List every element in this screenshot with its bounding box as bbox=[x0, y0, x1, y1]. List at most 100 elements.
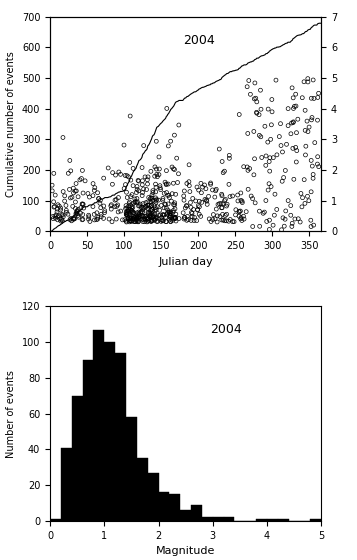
Point bbox=[196, 185, 201, 194]
Point bbox=[241, 162, 247, 171]
Point bbox=[127, 214, 133, 223]
Point bbox=[186, 181, 192, 190]
Point bbox=[302, 106, 308, 115]
Point bbox=[140, 206, 145, 214]
Point bbox=[141, 204, 147, 213]
Bar bbox=[126, 417, 137, 521]
Point bbox=[143, 212, 149, 221]
Point bbox=[140, 212, 146, 221]
Point bbox=[130, 208, 135, 217]
Point bbox=[153, 198, 159, 207]
Point bbox=[300, 93, 305, 102]
Point bbox=[53, 214, 59, 223]
Point bbox=[156, 170, 162, 179]
Point bbox=[123, 204, 129, 213]
Point bbox=[77, 209, 83, 218]
Point bbox=[164, 188, 170, 197]
Point bbox=[132, 198, 138, 207]
Point bbox=[136, 208, 141, 217]
Point bbox=[216, 144, 222, 153]
Point bbox=[128, 214, 134, 223]
Point bbox=[98, 212, 104, 221]
Point bbox=[231, 217, 237, 226]
Point bbox=[134, 194, 140, 203]
Point bbox=[135, 211, 140, 220]
Point bbox=[154, 217, 160, 226]
Point bbox=[172, 214, 178, 223]
Point bbox=[230, 217, 236, 226]
Point bbox=[172, 200, 177, 209]
Point bbox=[142, 172, 148, 181]
Point bbox=[187, 198, 193, 207]
Point bbox=[141, 141, 146, 150]
Point bbox=[132, 213, 138, 222]
Point bbox=[297, 217, 303, 226]
Point bbox=[156, 211, 162, 220]
Point bbox=[165, 199, 171, 208]
Point bbox=[176, 120, 182, 129]
Point bbox=[92, 216, 97, 225]
Point bbox=[62, 197, 67, 206]
Point bbox=[171, 200, 176, 209]
Point bbox=[258, 105, 264, 114]
Point bbox=[136, 214, 141, 223]
Point bbox=[108, 202, 114, 211]
Point bbox=[164, 204, 169, 213]
Point bbox=[109, 204, 114, 213]
Point bbox=[130, 181, 136, 190]
Point bbox=[304, 116, 310, 125]
Point bbox=[212, 214, 218, 223]
Bar bbox=[159, 492, 169, 521]
Point bbox=[140, 188, 145, 197]
Point bbox=[86, 211, 91, 220]
Point bbox=[199, 198, 205, 207]
Point bbox=[150, 196, 155, 205]
Point bbox=[149, 210, 155, 219]
Point bbox=[67, 193, 73, 202]
Point bbox=[136, 186, 142, 195]
Point bbox=[127, 216, 133, 225]
Point bbox=[168, 217, 174, 226]
Point bbox=[256, 131, 262, 140]
Point bbox=[101, 202, 107, 211]
Point bbox=[134, 198, 140, 207]
Point bbox=[49, 186, 55, 195]
Point bbox=[156, 195, 161, 204]
Point bbox=[163, 217, 169, 226]
Point bbox=[127, 216, 133, 225]
Point bbox=[245, 185, 251, 194]
Point bbox=[147, 194, 153, 203]
Point bbox=[136, 212, 142, 221]
Point bbox=[136, 202, 141, 211]
Point bbox=[55, 200, 61, 209]
Point bbox=[252, 198, 258, 207]
Point bbox=[155, 217, 161, 226]
Point bbox=[131, 214, 137, 223]
Point bbox=[173, 217, 179, 226]
Point bbox=[266, 179, 272, 188]
Point bbox=[124, 188, 129, 197]
Point bbox=[126, 217, 132, 226]
Point bbox=[195, 205, 200, 214]
Point bbox=[172, 213, 178, 222]
Point bbox=[176, 169, 181, 178]
Point bbox=[216, 199, 222, 208]
Point bbox=[204, 200, 210, 209]
Point bbox=[230, 192, 236, 200]
Point bbox=[145, 198, 151, 207]
Point bbox=[149, 205, 155, 214]
Point bbox=[72, 204, 78, 213]
Point bbox=[124, 210, 129, 219]
Point bbox=[274, 151, 280, 160]
Point bbox=[102, 208, 107, 217]
Point bbox=[239, 197, 245, 206]
Point bbox=[63, 201, 69, 210]
Point bbox=[173, 190, 178, 199]
Point bbox=[132, 197, 138, 206]
Point bbox=[162, 178, 168, 186]
Point bbox=[308, 115, 314, 124]
Point bbox=[164, 179, 169, 188]
Point bbox=[140, 212, 146, 221]
Bar bbox=[82, 360, 94, 521]
Point bbox=[134, 188, 139, 197]
